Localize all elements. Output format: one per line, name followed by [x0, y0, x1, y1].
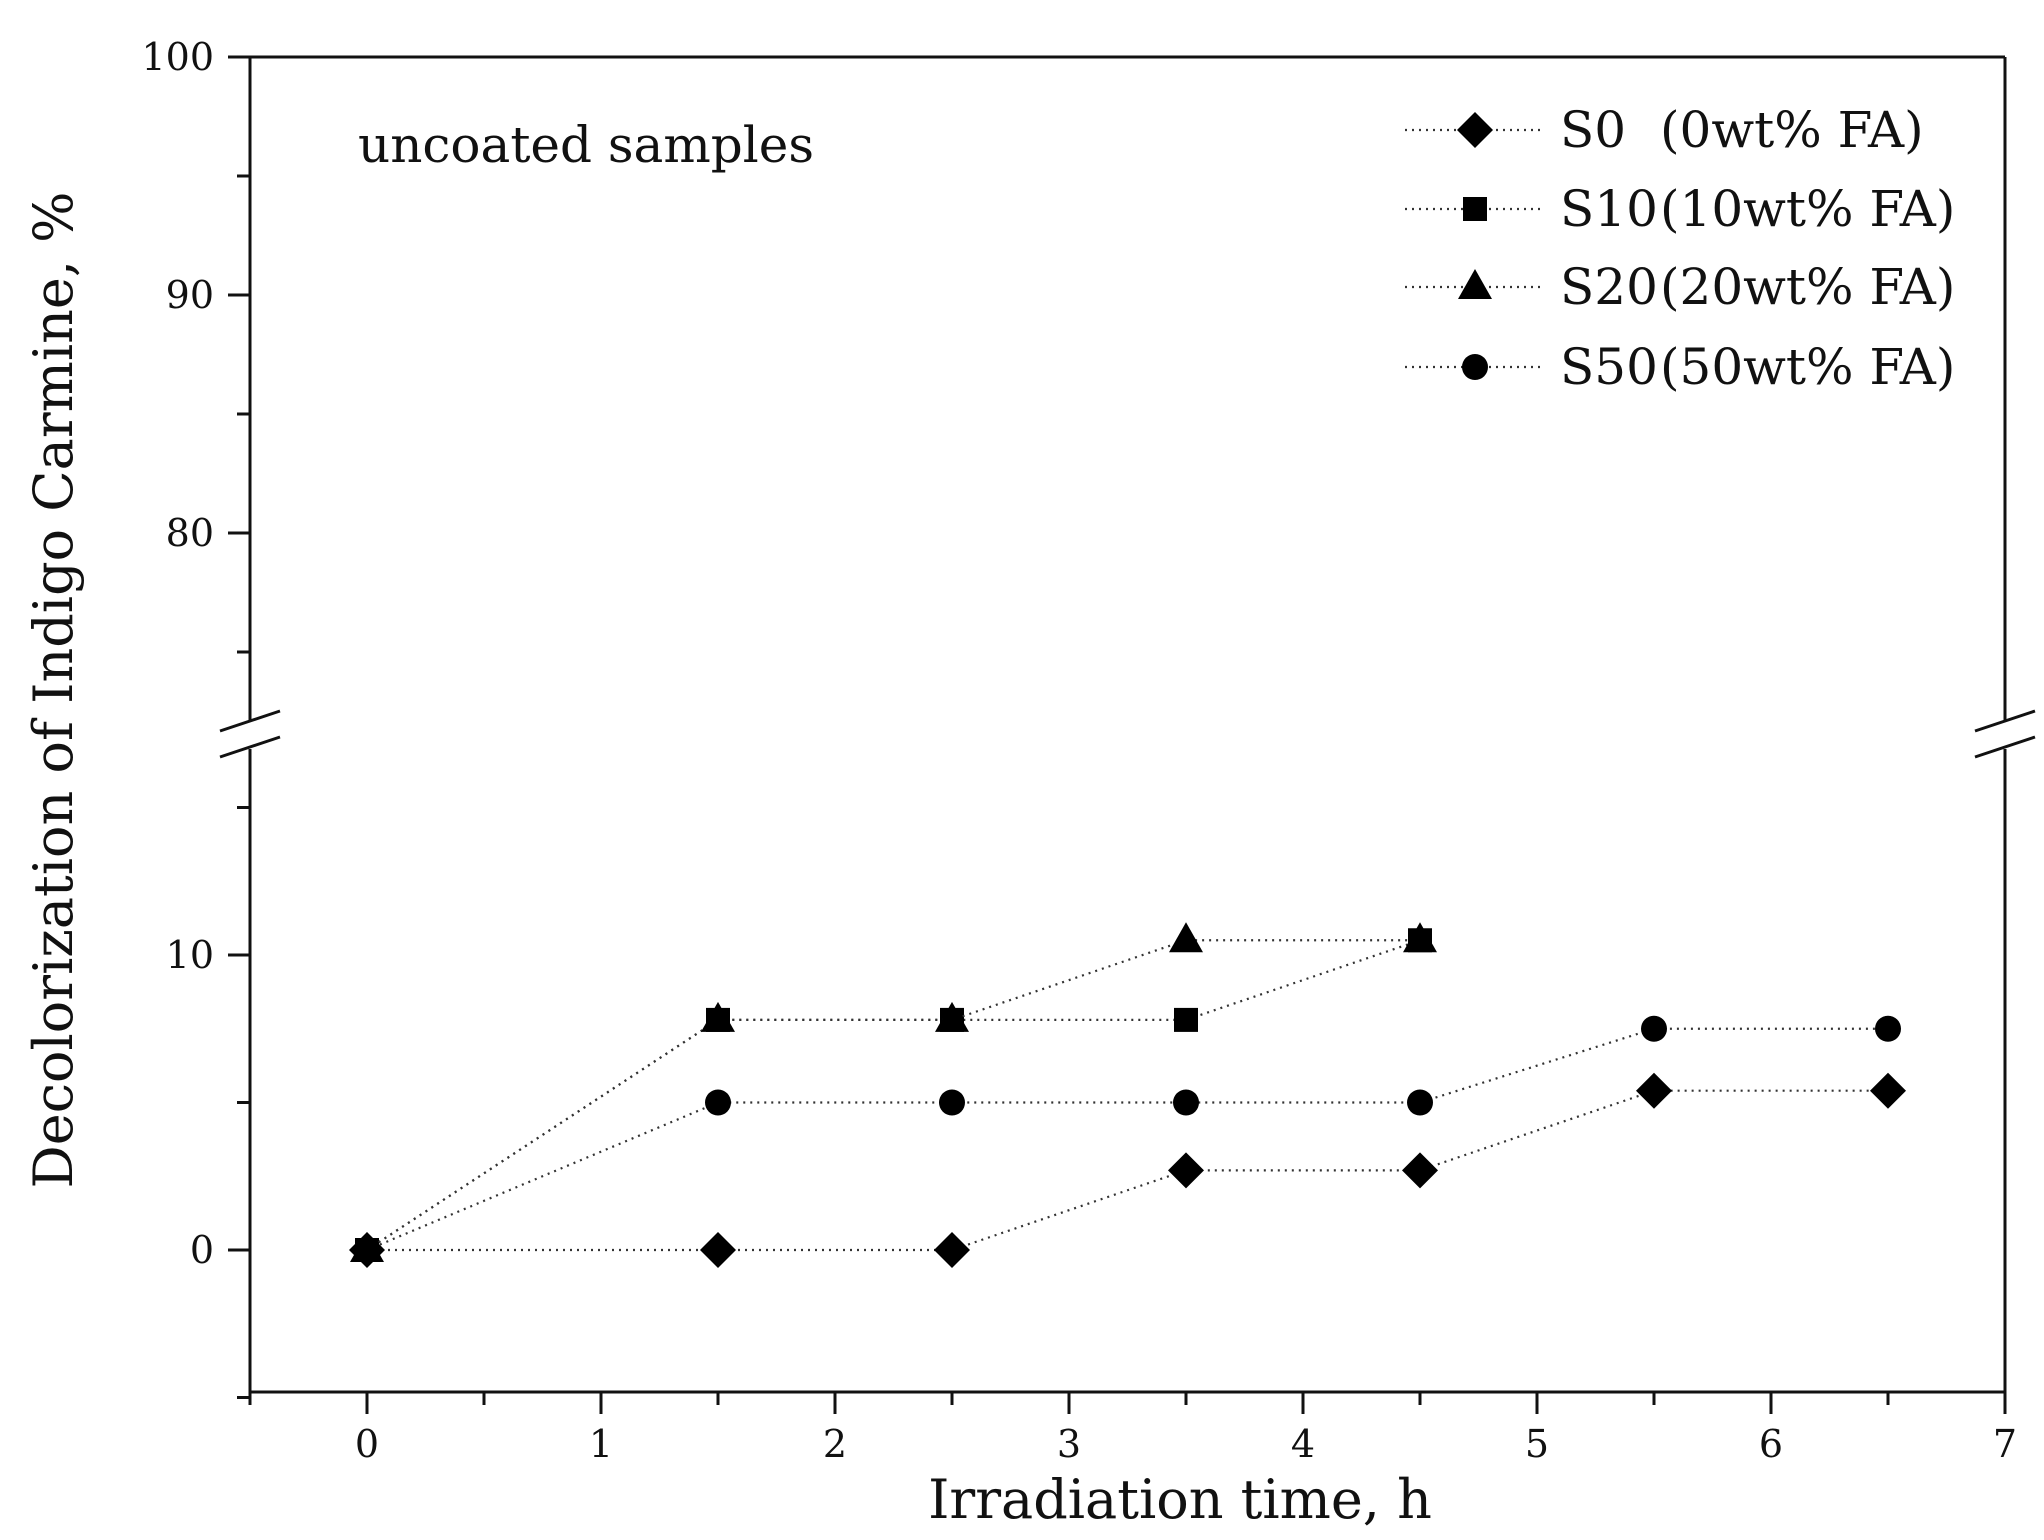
x-tick-label: 5 — [1525, 1422, 1549, 1466]
y-tick-label: 100 — [141, 35, 214, 79]
data-point-s0 — [700, 1232, 736, 1268]
axis-break-mark-right-2 — [1974, 735, 2036, 759]
legend-marker-circle — [1462, 354, 1488, 380]
legend-label-name: S20 — [1560, 258, 1658, 316]
legend-item-s50: S50 (50wt% FA) — [1405, 338, 1955, 396]
legend-item-s10: S10 (10wt% FA) — [1405, 180, 1955, 238]
series-s0 — [349, 1072, 1906, 1268]
data-point-s20 — [701, 1001, 735, 1032]
data-point-s50 — [1641, 1015, 1667, 1042]
data-point-s0 — [934, 1232, 970, 1268]
x-tick-label: 0 — [355, 1422, 379, 1466]
data-point-s0 — [1168, 1152, 1204, 1189]
data-point-s20 — [935, 1001, 969, 1032]
series-layer — [349, 922, 1906, 1268]
data-point-s0 — [1636, 1072, 1672, 1109]
legend-label-description: (20wt% FA) — [1660, 258, 1955, 316]
data-point-s0 — [1870, 1072, 1906, 1109]
x-tick-label: 1 — [589, 1422, 613, 1466]
y-tick-label: 10 — [166, 933, 214, 977]
legend-label-name: S50 — [1560, 338, 1658, 396]
x-tick-label: 7 — [1993, 1422, 2017, 1466]
x-tick-label: 2 — [823, 1422, 847, 1466]
legend-label-description: (0wt% FA) — [1660, 101, 1924, 159]
axis-break-mark-right-1 — [1974, 709, 2036, 733]
x-tick-label: 6 — [1759, 1422, 1783, 1466]
plot-frame — [219, 55, 2036, 1394]
axis-break-mark-left-2 — [219, 735, 281, 759]
y-axis-title: Decolorization of Indigo Carmine, % — [22, 192, 85, 1189]
x-axis: 0 1 2 3 4 5 6 7 — [248, 1392, 2017, 1466]
legend-marker-triangle — [1458, 269, 1492, 299]
annotation-uncoated-samples: uncoated samples — [358, 116, 814, 174]
data-point-s10 — [1174, 1007, 1198, 1032]
legend-label-name: S0 — [1560, 101, 1626, 159]
data-point-s50 — [1875, 1015, 1901, 1042]
legend: S0 (0wt% FA)S10 (10wt% FA)S20 (20wt% FA)S50… — [1405, 101, 1955, 396]
legend-marker-square — [1463, 197, 1487, 221]
data-point-s50 — [1173, 1089, 1199, 1116]
x-axis-title: Irradiation time, h — [928, 1468, 1432, 1531]
y-axis: 80 90 100 0 10 — [141, 35, 250, 1399]
data-point-s50 — [939, 1089, 965, 1116]
y-tick-label: 90 — [166, 273, 214, 317]
data-point-s20 — [1403, 922, 1437, 953]
data-point-s20 — [1169, 922, 1203, 953]
data-point-s50 — [1407, 1089, 1433, 1116]
data-point-s50 — [705, 1089, 731, 1116]
x-tick-label: 4 — [1291, 1422, 1315, 1466]
legend-item-s20: S20 (20wt% FA) — [1405, 258, 1955, 316]
legend-label-description: (10wt% FA) — [1660, 180, 1955, 238]
data-point-s50 — [354, 1237, 380, 1263]
legend-label-description: (50wt% FA) — [1660, 338, 1955, 396]
series-s50 — [354, 1015, 1901, 1263]
legend-marker-diamond — [1457, 112, 1493, 148]
axis-break-mark-left-1 — [219, 709, 281, 733]
data-point-s0 — [1402, 1152, 1438, 1189]
x-tick-label: 3 — [1057, 1422, 1081, 1466]
legend-item-s0: S0 (0wt% FA) — [1405, 101, 1924, 159]
y-tick-label: 80 — [166, 511, 214, 555]
y-tick-label: 0 — [190, 1228, 214, 1272]
legend-label-name: S10 — [1560, 180, 1658, 238]
